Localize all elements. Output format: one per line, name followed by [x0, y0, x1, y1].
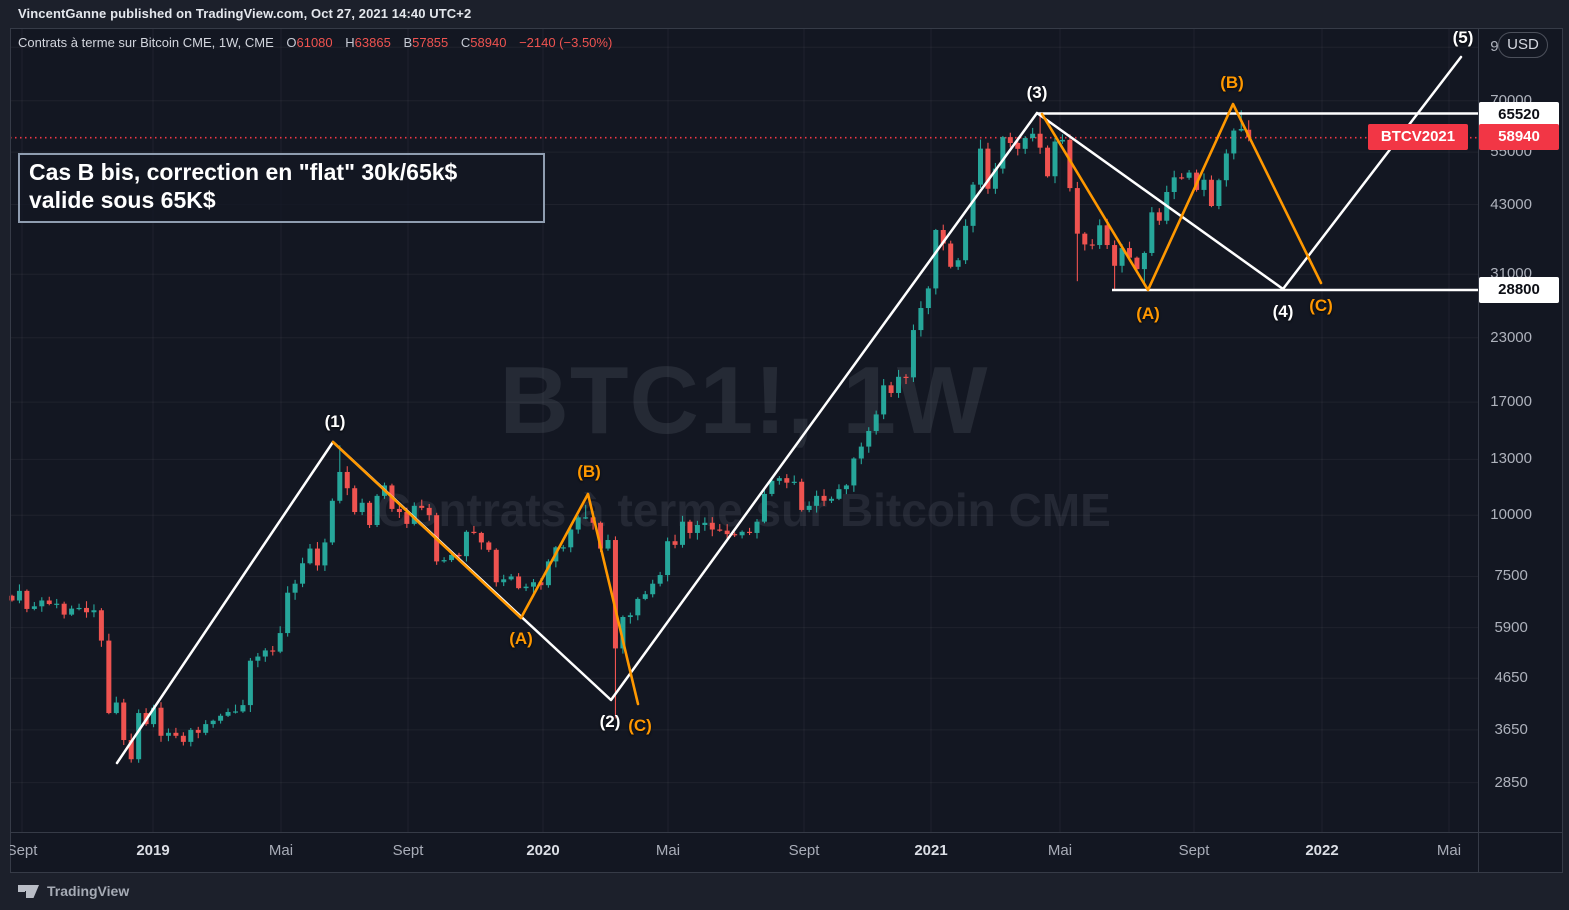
price-tick-3650: 3650: [1494, 720, 1528, 738]
price-tick-13000: 13000: [1490, 450, 1532, 468]
correction-trend-line-1[interactable]: [331, 440, 640, 706]
tradingview-logo-icon: [18, 885, 39, 898]
change-value: −2140 (−3.50%): [519, 35, 613, 50]
watermark-description: Contrats à terme sur Bitcoin CME: [377, 484, 1111, 536]
open-label: O: [286, 35, 297, 50]
wave-label-C-orange[interactable]: (C): [1309, 296, 1333, 315]
time-tick-2022: 2022: [1305, 842, 1339, 859]
price-badge-28800: 28800: [1479, 276, 1559, 303]
wave-label-B-orange[interactable]: (B): [1220, 73, 1244, 92]
currency-toggle-button[interactable]: USD: [1498, 32, 1548, 58]
candles: [9, 110, 1252, 763]
wave-label-B-orange[interactable]: (B): [577, 462, 601, 481]
wave-label-2-white[interactable]: (2): [599, 712, 621, 731]
time-tick-2020: 2020: [526, 842, 560, 859]
time-tick-Sept: Sept: [392, 842, 424, 859]
correction-trend-line-2[interactable]: [1040, 102, 1323, 292]
analysis-note-line2: valide sous 65K$: [29, 187, 216, 214]
pane-borders: [10, 28, 1563, 873]
price-tick-10000: 10000: [1490, 506, 1532, 524]
publish-info: VincentGanne published on TradingView.co…: [18, 6, 472, 21]
time-tick-Sept: Sept: [788, 842, 820, 859]
high-label: H: [345, 35, 355, 50]
open-value: 61080: [296, 35, 333, 50]
time-tick-Sept: Sept: [1178, 842, 1210, 859]
price-badge-65520: 65520: [1479, 101, 1559, 128]
price-tick-43000: 43000: [1490, 195, 1532, 213]
time-tick-Mai: Mai: [1047, 842, 1073, 859]
high-value: 63865: [354, 35, 391, 50]
close-value: 58940: [470, 35, 507, 50]
time-tick-Sept: Sept: [10, 842, 38, 859]
wave-label-C-orange[interactable]: (C): [628, 716, 652, 735]
wave-label-5-white[interactable]: (5): [1452, 28, 1474, 47]
time-tick-2019: 2019: [136, 842, 170, 859]
time-tick-Mai: Mai: [1436, 842, 1462, 859]
analysis-note[interactable]: Cas B bis, correction en "flat" 30k/65k$…: [18, 153, 545, 223]
grid: [10, 28, 1478, 832]
tradingview-attribution[interactable]: TradingView: [18, 882, 129, 899]
price-tick-4650: 4650: [1494, 669, 1528, 687]
time-tick-2021: 2021: [914, 842, 948, 859]
last-price-badge: 58940: [1479, 124, 1559, 151]
price-tick-2850: 2850: [1494, 773, 1528, 791]
low-label: B: [403, 35, 413, 50]
wave-label-A-orange[interactable]: (A): [1136, 304, 1160, 323]
wave-label-A-orange[interactable]: (A): [509, 629, 533, 648]
wave-label-3-white[interactable]: (3): [1026, 83, 1048, 102]
wave-label-1-white[interactable]: (1): [324, 412, 346, 431]
symbol-legend: Contrats à terme sur Bitcoin CME, 1W, CM…: [18, 35, 612, 50]
time-tick-Mai: Mai: [268, 842, 294, 859]
time-axis[interactable]: Sept 2019 Mai Sept 2020 Mai Sept 2021 Mai Sept 202…: [10, 833, 1478, 871]
analysis-note-line1: Cas B bis, correction en "flat" 30k/65k$: [29, 159, 458, 185]
impulse-trend-line[interactable]: [115, 55, 1463, 765]
price-axis[interactable]: 2850 3650 4650 5900 7500 10000 13000 17000 23000…: [1478, 28, 1563, 833]
close-label: C: [460, 35, 471, 50]
contract-label-badge: BTCV2021: [1368, 124, 1468, 151]
low-value: 57855: [412, 35, 449, 50]
tradingview-wordmark: TradingView: [47, 882, 130, 899]
time-tick-Mai: Mai: [655, 842, 681, 859]
price-tick-23000: 23000: [1490, 328, 1532, 346]
watermark-symbol: BTC1!, 1W: [499, 347, 989, 454]
price-tick-17000: 17000: [1490, 393, 1532, 411]
price-tick-7500: 7500: [1494, 567, 1528, 585]
price-tick-5900: 5900: [1494, 618, 1528, 636]
symbol-title: Contrats à terme sur Bitcoin CME, 1W, CM…: [18, 35, 274, 50]
watermark: BTC1!, 1W Contrats à terme sur Bitcoin C…: [10, 28, 1478, 833]
wave-label-4-white[interactable]: (4): [1272, 302, 1294, 321]
